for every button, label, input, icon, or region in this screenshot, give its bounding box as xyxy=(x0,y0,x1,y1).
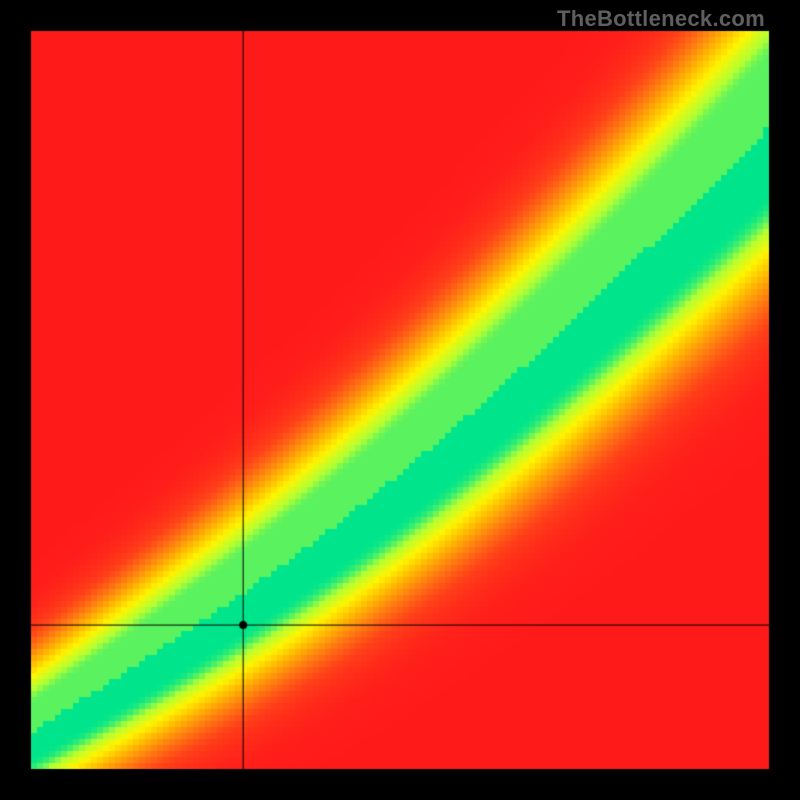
watermark-text: TheBottleneck.com xyxy=(557,6,765,32)
bottleneck-heatmap xyxy=(0,0,800,800)
